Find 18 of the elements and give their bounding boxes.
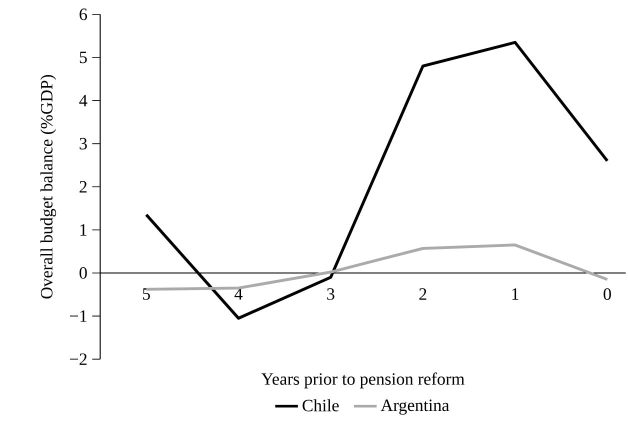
- y-tick-label: −2: [70, 353, 87, 365]
- x-tick-label: 3: [327, 288, 334, 300]
- y-tick-label: 2: [80, 181, 87, 192]
- x-tick-label: 0: [604, 288, 611, 300]
- y-tick-label: 6: [80, 8, 88, 20]
- y-axis-title: Overall budget balance (%GDP): [40, 74, 56, 298]
- y-tick-label: 3: [80, 138, 87, 150]
- x-tick-label: 4: [234, 288, 243, 300]
- y-tick-label: 0: [80, 267, 87, 279]
- y-tick-label: −1: [70, 310, 86, 322]
- y-tick-label: 5: [80, 52, 87, 64]
- y-tick-label: 1: [80, 224, 86, 236]
- x-tick-label: 1: [512, 288, 518, 300]
- x-tick-label: 2: [419, 288, 426, 300]
- x-axis-title: Years prior to pension reform: [261, 372, 464, 388]
- legend-label: Chile: [302, 399, 339, 412]
- y-tick-label: 4: [79, 94, 88, 106]
- legend-label: Argentina: [380, 399, 450, 415]
